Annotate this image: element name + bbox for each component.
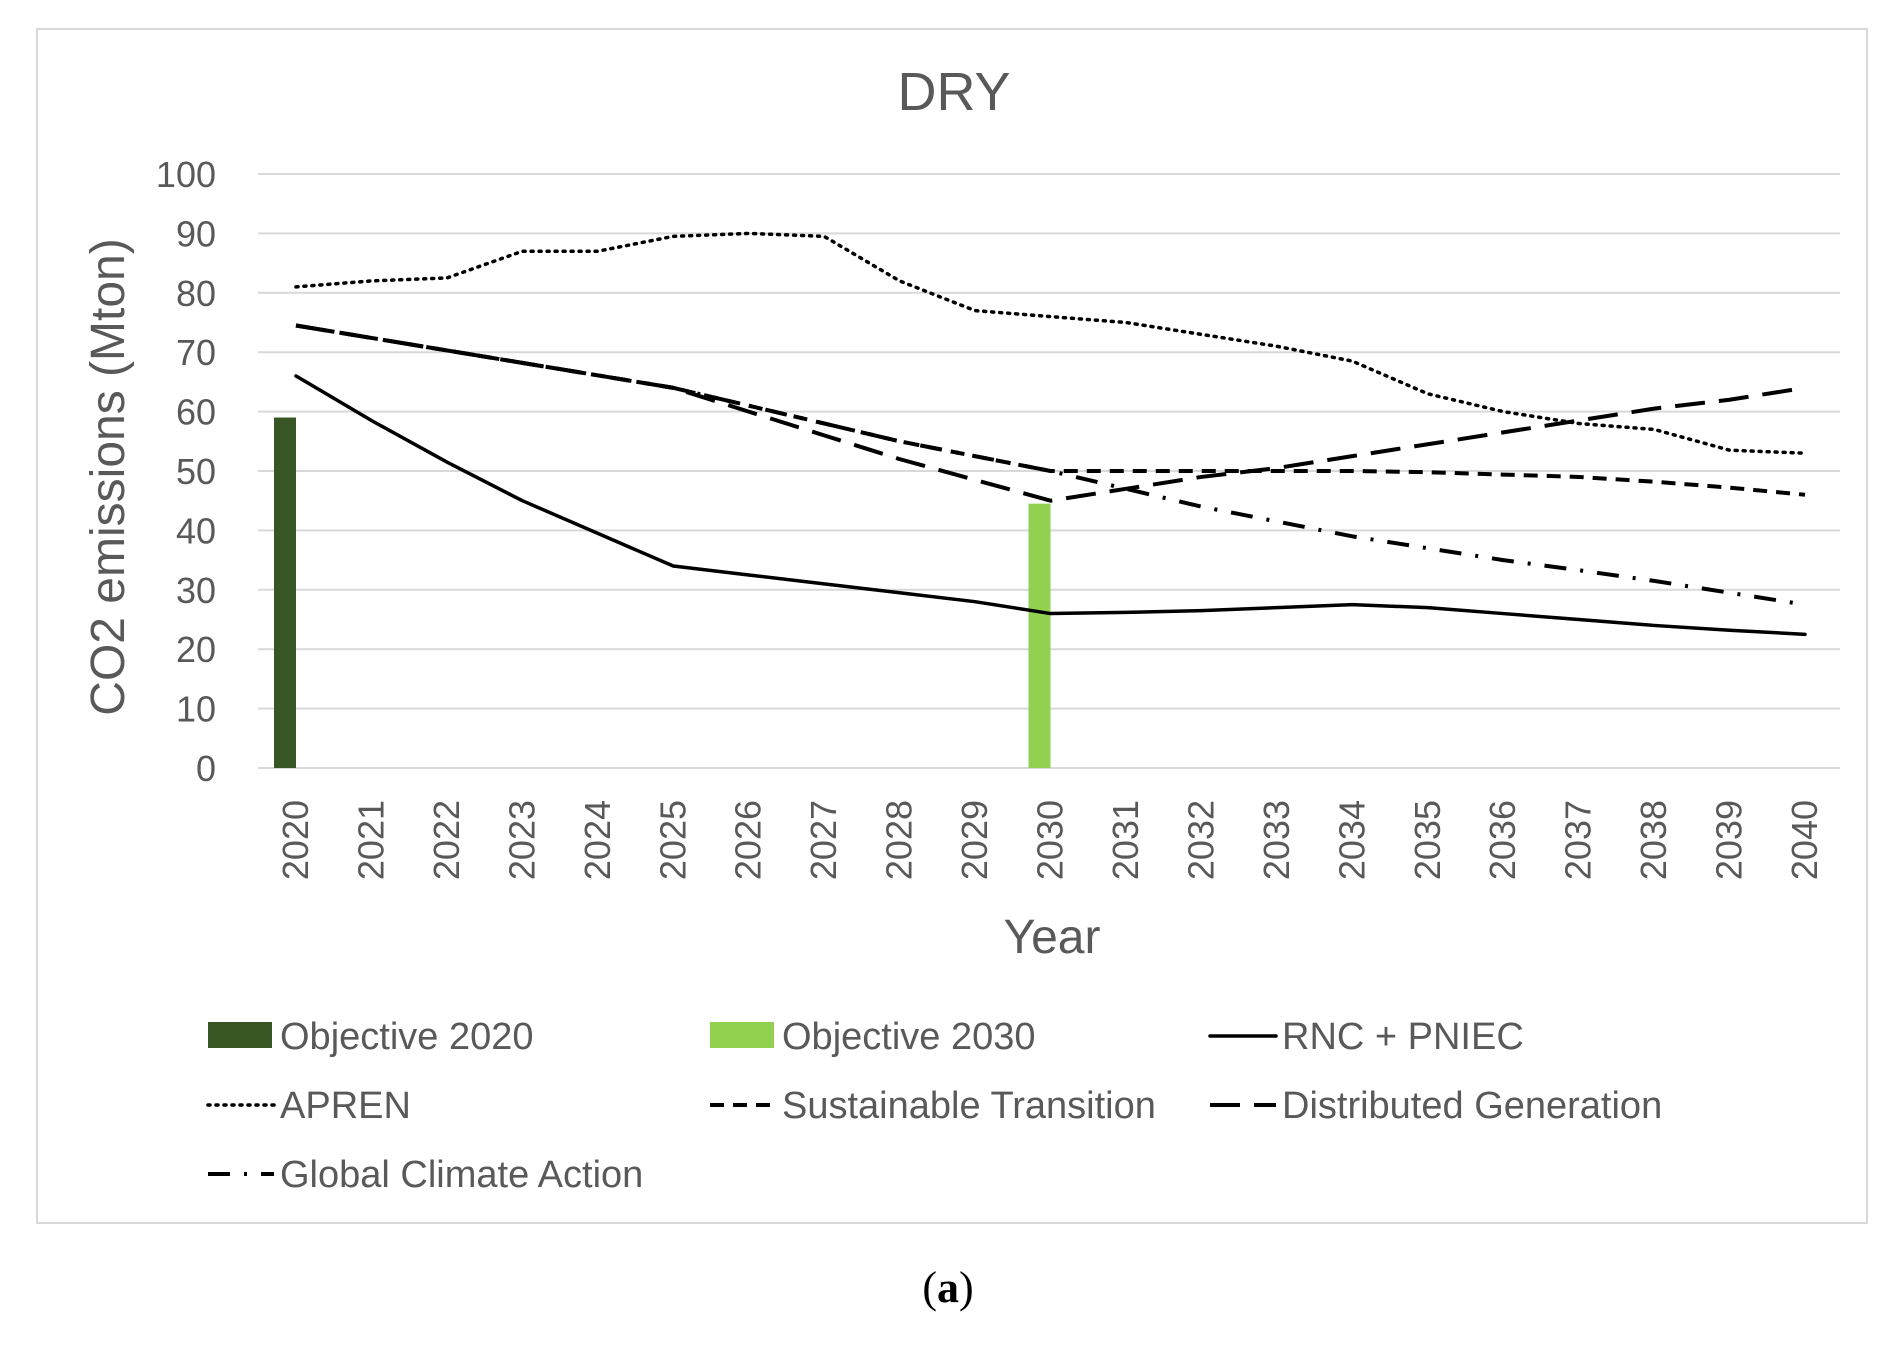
chart-frame (36, 28, 1868, 1224)
legend-label: Objective 2030 (782, 1016, 1036, 1058)
x-tick-2026: 2026 (728, 800, 769, 880)
y-tick-70: 70 (176, 332, 216, 373)
series-lines (294, 231, 1807, 637)
x-tick-2036: 2036 (1482, 800, 1523, 880)
x-tick-2028: 2028 (879, 800, 920, 880)
y-tick-100: 100 (156, 154, 216, 195)
legend-swatch (208, 1022, 272, 1048)
bar-objective-2020 (274, 417, 296, 768)
x-tick-labels: 2020 2021 2022 2023 2024 2025 2026 2027 2028 2029… (275, 800, 1825, 880)
legend-swatch (710, 1022, 774, 1048)
y-tick-50: 50 (176, 451, 216, 492)
legend-label: Distributed Generation (1282, 1085, 1662, 1127)
y-tick-20: 20 (176, 629, 216, 670)
y-tick-30: 30 (176, 570, 216, 611)
y-tick-60: 60 (176, 392, 216, 433)
x-tick-2031: 2031 (1105, 800, 1146, 880)
caption-open: ( (922, 1263, 937, 1312)
legend: Objective 2020 Objective 2030 RNC + PNIEC A… (206, 1016, 1662, 1196)
legend-item-global-climate-action: Global Climate Action (208, 1154, 643, 1196)
y-tick-40: 40 (176, 510, 216, 551)
legend-item-distributed-generation: Distributed Generation (1210, 1085, 1662, 1127)
x-tick-2029: 2029 (954, 800, 995, 880)
x-tick-2025: 2025 (652, 800, 693, 880)
y-tick-10: 10 (176, 689, 216, 730)
legend-label: RNC + PNIEC (1282, 1016, 1524, 1058)
legend-item-sustainable-transition: Sustainable Transition (710, 1085, 1156, 1127)
legend-item-apren: APREN (206, 1085, 411, 1127)
x-tick-2021: 2021 (350, 800, 391, 880)
x-tick-2024: 2024 (577, 800, 618, 880)
series-rnc-pniec (294, 374, 1807, 637)
series-apren (294, 231, 1807, 455)
x-tick-2030: 2030 (1030, 800, 1071, 880)
legend-label: APREN (280, 1085, 411, 1127)
x-tick-2033: 2033 (1256, 800, 1297, 880)
x-axis-label: Year (1004, 911, 1101, 964)
legend-item-objective-2020: Objective 2020 (208, 1016, 534, 1058)
chart-title: DRY (897, 62, 1010, 122)
series-global-climate-action (295, 323, 1806, 607)
y-axis-label: CO2 emissions (Mton) (82, 238, 135, 715)
x-tick-2027: 2027 (803, 800, 844, 880)
gridlines (258, 173, 1840, 769)
legend-item-rnc-pniec: RNC + PNIEC (1208, 1016, 1524, 1058)
x-tick-2040: 2040 (1784, 800, 1825, 880)
x-tick-2038: 2038 (1633, 800, 1674, 880)
y-tick-0: 0 (196, 748, 216, 789)
y-tick-80: 80 (176, 273, 216, 314)
legend-label: Objective 2020 (280, 1016, 534, 1058)
objective-bars (274, 417, 1051, 768)
series-sustainable-transition (295, 323, 1806, 497)
y-tick-labels: 0 10 20 30 40 50 60 70 80 90 100 (156, 154, 216, 789)
x-tick-2039: 2039 (1709, 800, 1750, 880)
x-tick-2034: 2034 (1331, 800, 1372, 880)
legend-label: Sustainable Transition (782, 1085, 1156, 1127)
legend-label: Global Climate Action (280, 1154, 643, 1196)
legend-item-objective-2030: Objective 2030 (710, 1016, 1036, 1058)
x-tick-2022: 2022 (426, 800, 467, 880)
x-tick-2020: 2020 (275, 800, 316, 880)
y-tick-90: 90 (176, 213, 216, 254)
figure-caption: (a) (0, 1262, 1896, 1313)
caption-letter: a (937, 1263, 959, 1312)
x-tick-2037: 2037 (1558, 800, 1599, 880)
x-tick-2035: 2035 (1407, 800, 1448, 880)
x-tick-2032: 2032 (1180, 800, 1221, 880)
caption-close: ) (959, 1263, 974, 1312)
bar-objective-2030 (1028, 503, 1051, 768)
x-tick-2023: 2023 (501, 800, 542, 880)
series-distributed-generation (295, 323, 1806, 503)
